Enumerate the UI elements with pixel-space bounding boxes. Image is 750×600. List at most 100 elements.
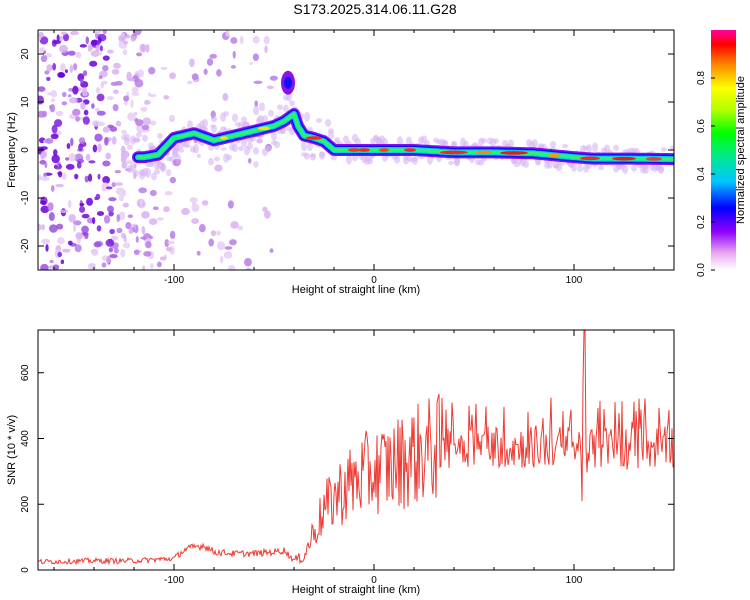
heatmap-speckle [120, 35, 126, 42]
chart-title: S173.2025.314.06.11.G28 [293, 1, 457, 17]
heatmap-speckle [50, 98, 56, 102]
heatmap-halo [397, 136, 403, 146]
heatmap-speckle [208, 238, 215, 247]
heatmap-speckle [91, 103, 95, 109]
snr-y-tick-label: 0 [20, 567, 31, 573]
heatmap-speckle [95, 44, 100, 53]
heatmap-speckle [114, 182, 123, 186]
heatmap-halo [232, 143, 238, 153]
heatmap-speckle [252, 53, 260, 61]
heatmap-halo [658, 165, 664, 175]
heatmap-speckle [85, 36, 90, 45]
heatmap-speckle [239, 36, 244, 45]
heatmap-speckle [40, 176, 50, 181]
heatmap-halo [631, 164, 637, 172]
heatmap-speckle [209, 53, 218, 59]
heatmap-speckle [133, 249, 140, 256]
heatmap-speckle [152, 206, 159, 211]
heatmap-speckle [111, 136, 117, 145]
heatmap-halo [661, 147, 667, 152]
heatmap-speckle [67, 240, 73, 246]
heatmap-speckle [269, 75, 278, 81]
heatmap-speckle [107, 49, 114, 54]
heatmap-speckle [214, 164, 223, 172]
heatmap-speckle [103, 214, 111, 224]
heatmap-speckle [67, 94, 72, 98]
ridge-layer-cyan [135, 111, 674, 163]
heatmap-x-tick-label: 100 [566, 275, 583, 286]
heatmap-speckle [264, 210, 271, 219]
ridge-hotspot [258, 126, 270, 131]
heatmap-speckle [98, 51, 103, 56]
heatmap-speckle [123, 95, 130, 102]
heatmap-halo [328, 128, 334, 134]
heatmap-speckle [164, 190, 173, 196]
heatmap-speckle [140, 106, 148, 112]
heatmap-halo [130, 162, 136, 173]
snr-y-label: SNR (10 * v/v) [6, 415, 18, 485]
heatmap-speckle [124, 160, 134, 165]
heatmap-speckle [150, 263, 154, 269]
heatmap-speckle [122, 189, 127, 197]
colorbar-tick-label: 0.2 [696, 215, 707, 229]
heatmap-halo [283, 104, 289, 113]
heatmap-halo [259, 102, 265, 112]
heatmap-speckle [68, 153, 76, 162]
heatmap-halo [643, 164, 649, 175]
snr-x-label: Height of straight line (km) [292, 584, 420, 596]
heatmap-speckle [196, 250, 201, 256]
colorbar-tick-label: 0.6 [696, 119, 707, 133]
heatmap-speckle [181, 207, 190, 216]
heatmap-halo [220, 126, 226, 132]
heatmap-speckle [48, 212, 55, 221]
heatmap-speckle [249, 61, 253, 66]
heatmap-speckle [67, 50, 76, 56]
heatmap-speckle [40, 146, 48, 151]
heatmap-speckle [92, 216, 96, 225]
heatmap-speckle [39, 36, 49, 45]
heatmap-speckle [82, 116, 90, 125]
heatmap-speckle [46, 64, 53, 72]
heatmap-speckle [96, 110, 106, 116]
heatmap-speckle [47, 202, 54, 212]
heatmap-halo [670, 145, 674, 151]
heatmap-halo [214, 156, 220, 162]
heatmap-halo [424, 139, 430, 146]
heatmap-speckle [55, 110, 64, 116]
heatmap-speckle [165, 169, 172, 176]
heatmap-speckle [56, 34, 60, 42]
heatmap-speckle [57, 237, 65, 245]
heatmap-speckle [104, 136, 109, 146]
heatmap-x-label: Height of straight line (km) [292, 284, 420, 296]
heatmap-halo [316, 118, 322, 123]
heatmap-speckle [41, 110, 47, 118]
heatmap-speckle [80, 101, 86, 110]
heatmap-halo [208, 145, 214, 151]
ridge-hotspot [379, 148, 389, 152]
heatmap-speckle [59, 209, 69, 214]
heatmap-halo [193, 143, 199, 154]
heatmap-speckle [169, 72, 176, 80]
snr-y-tick-label: 200 [20, 495, 31, 512]
heatmap-speckle [51, 124, 58, 134]
heatmap-speckle [38, 31, 44, 38]
ridge-hotspot [358, 148, 370, 152]
heatmap-speckle [44, 137, 54, 144]
heatmap-speckle [93, 30, 102, 35]
heatmap-speckle [105, 186, 113, 190]
heatmap-speckle [68, 87, 74, 92]
heatmap-halo [352, 155, 358, 162]
heatmap-speckle [120, 145, 126, 154]
heatmap-halo [622, 164, 628, 174]
heatmap-halo [613, 144, 619, 151]
heatmap-speckle [134, 78, 144, 88]
heatmap-speckle [56, 223, 64, 230]
heatmap-halo [208, 157, 214, 166]
heatmap-speckle [82, 92, 88, 97]
heatmap-speckle [149, 189, 157, 197]
ridge-hotspot [306, 136, 322, 140]
ridge-hotspot [440, 150, 468, 155]
heatmap-halo [586, 144, 592, 153]
heatmap-halo [241, 116, 247, 124]
heatmap-halo [133, 169, 139, 177]
